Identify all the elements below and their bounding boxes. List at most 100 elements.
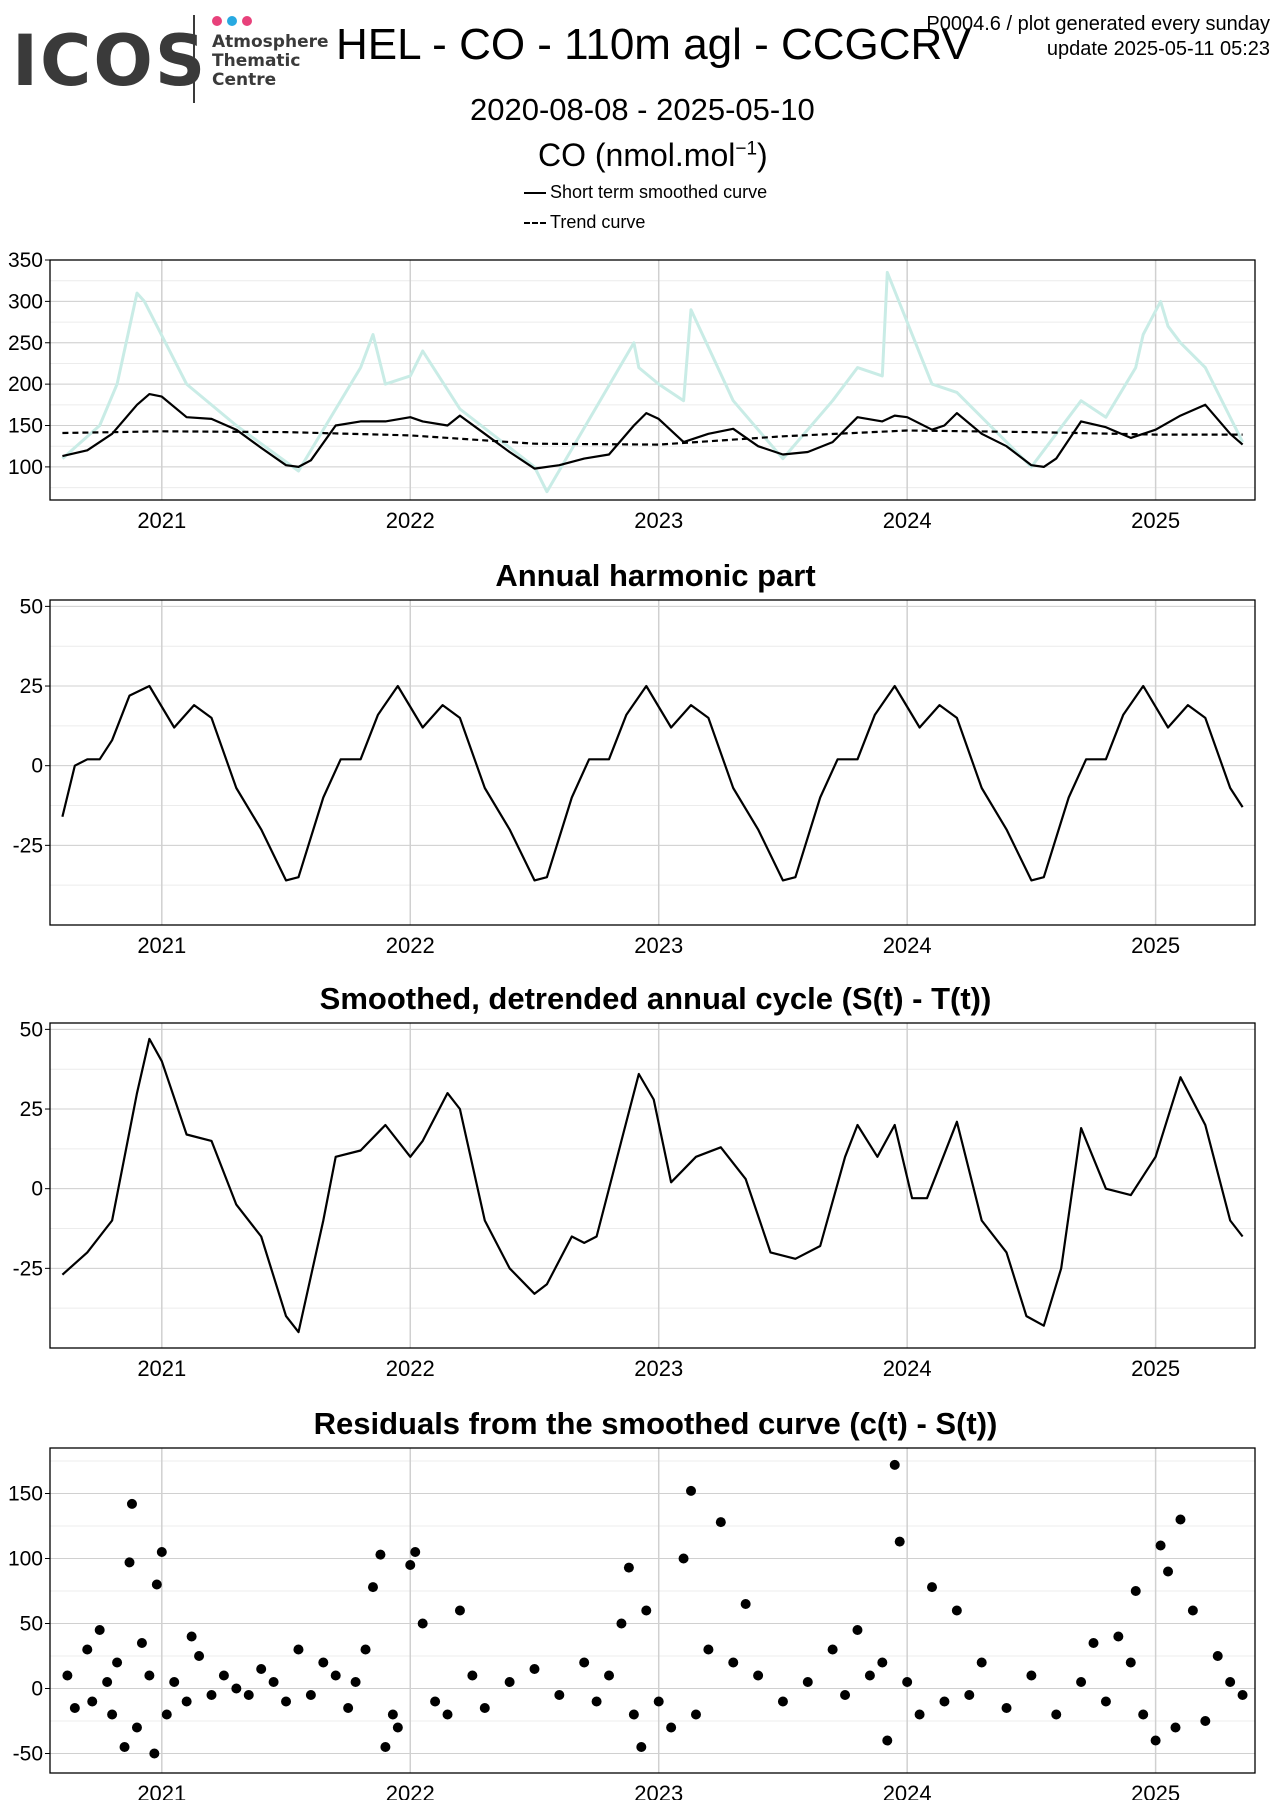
residual-point: [94, 1625, 105, 1635]
logo-dot-icon: [242, 16, 252, 26]
residual-point: [777, 1696, 788, 1707]
x-tick-label: 2021: [137, 933, 186, 958]
residual-point: [976, 1657, 987, 1668]
residual-point: [380, 1742, 391, 1752]
residual-point: [827, 1644, 838, 1655]
chart-title: Annual harmonic part: [495, 558, 815, 593]
logo-sub-line: Centre: [212, 70, 277, 90]
icos-logo: ICOS: [12, 20, 208, 102]
residual-point: [686, 1485, 697, 1496]
y-tick-label: 0: [31, 755, 43, 778]
residual-point: [1100, 1696, 1111, 1707]
y-tick-label: 150: [8, 415, 43, 438]
smoothed-curve-line: [61, 1037, 1244, 1334]
residual-point: [852, 1625, 863, 1635]
residual-point: [889, 1459, 900, 1470]
residual-point: [281, 1696, 292, 1707]
legend-short-label: Short term smoothed curve: [550, 182, 768, 202]
plot-frame: [49, 1447, 1256, 1774]
residual-point: [430, 1696, 441, 1707]
residual-point: [69, 1703, 80, 1713]
residual-point: [149, 1748, 160, 1759]
residual-point: [1138, 1709, 1149, 1720]
residual-point: [728, 1657, 739, 1668]
y-tick-label: 100: [8, 456, 43, 479]
residual-point: [268, 1677, 279, 1687]
residual-point: [405, 1560, 416, 1570]
residual-point: [678, 1553, 689, 1564]
residual-point: [882, 1735, 893, 1746]
residual-point: [964, 1690, 975, 1700]
x-tick-label: 2022: [386, 933, 435, 958]
residual-point: [604, 1670, 615, 1681]
date-range: 2020-08-08 - 2025-05-10: [470, 92, 815, 127]
y-tick-label: -50: [13, 1743, 43, 1766]
smoothed-curve-line: [62, 393, 1244, 470]
residual-point: [623, 1562, 634, 1573]
unit-text: CO (nmol.mol: [538, 137, 736, 173]
residual-point: [256, 1664, 267, 1674]
residual-point: [231, 1683, 242, 1694]
residual-point: [504, 1677, 515, 1687]
x-tick-label: 2024: [883, 1356, 932, 1381]
residual-point: [467, 1670, 478, 1681]
trend-curve-line: [62, 429, 1243, 446]
unit-exponent: −1: [735, 138, 758, 160]
residual-point: [1175, 1514, 1186, 1525]
residual-point: [641, 1605, 652, 1616]
y-tick-label: 0: [31, 1178, 43, 1201]
logo-dot-icon: [212, 16, 222, 26]
residual-point: [87, 1696, 98, 1707]
y-tick-label: 250: [8, 332, 43, 355]
residual-point: [206, 1690, 217, 1700]
residual-point: [305, 1690, 316, 1700]
residual-point: [1076, 1677, 1087, 1687]
plot-frame: [49, 1022, 1256, 1349]
residual-point: [1155, 1540, 1166, 1551]
residual-point: [1088, 1638, 1099, 1648]
y-tick-label: 0: [31, 1678, 43, 1701]
residual-point: [131, 1722, 142, 1733]
residual-point: [387, 1709, 398, 1720]
residual-point: [107, 1709, 118, 1720]
legend-trend-label: Trend curve: [550, 212, 646, 232]
residual-point: [628, 1709, 639, 1720]
residual-point: [124, 1557, 135, 1568]
residual-point: [591, 1696, 602, 1707]
page-title: HEL - CO - 110m agl - CCGCRV: [336, 20, 971, 69]
x-tick-label: 2022: [386, 1356, 435, 1381]
dashed-line-icon: [524, 221, 546, 224]
residual-point: [343, 1703, 354, 1713]
x-tick-label: 2023: [634, 933, 683, 958]
y-tick-label: 25: [20, 1098, 43, 1121]
plot-code: P0004.6 / plot generated every sunday: [926, 13, 1270, 35]
y-tick-label: 50: [20, 1613, 43, 1636]
x-tick-label: 2023: [634, 1781, 683, 1800]
residual-point: [666, 1722, 677, 1733]
residual-point: [579, 1657, 590, 1668]
residual-point: [840, 1690, 851, 1700]
residual-point: [169, 1677, 180, 1687]
residual-point: [330, 1670, 341, 1681]
residual-point: [554, 1690, 565, 1700]
logo-sub-line: Atmosphere: [212, 32, 329, 52]
logo-sub-line: Thematic: [212, 51, 301, 71]
residual-point: [1113, 1631, 1124, 1642]
residual-point: [218, 1670, 229, 1681]
residual-point: [529, 1664, 540, 1674]
x-tick-label: 2021: [137, 508, 186, 533]
y-tick-label: 100: [8, 1548, 43, 1571]
y-tick-label: 300: [8, 290, 43, 313]
smoothed-curve-line: [61, 684, 1244, 882]
y-tick-label: 200: [8, 373, 43, 396]
x-tick-label: 2025: [1131, 933, 1180, 958]
x-tick-label: 2022: [386, 1781, 435, 1800]
residual-point: [360, 1644, 371, 1655]
x-tick-label: 2024: [883, 933, 932, 958]
y-tick-label: 50: [20, 595, 43, 618]
raw-data-line: [61, 270, 1244, 494]
residual-point: [102, 1677, 113, 1687]
residual-point: [914, 1709, 925, 1720]
x-tick-label: 2021: [137, 1356, 186, 1381]
residual-point: [894, 1536, 905, 1547]
